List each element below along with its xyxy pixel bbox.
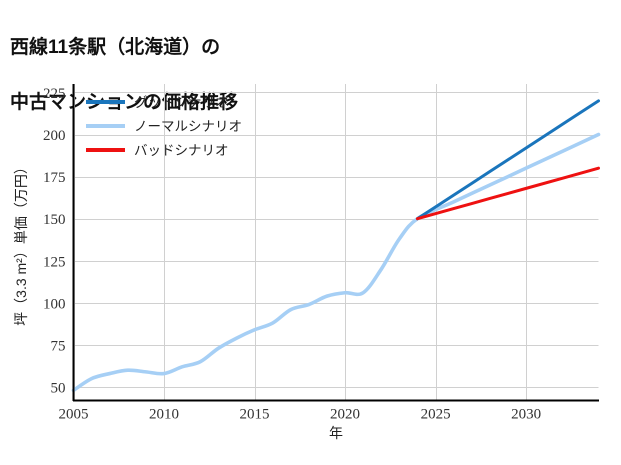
gridlines-group xyxy=(73,84,599,401)
legend-label: グッドシナリオ xyxy=(134,95,229,110)
x-axis-title: 年 xyxy=(329,425,343,441)
legend-label: バッドシナリオ xyxy=(134,143,229,158)
series-group xyxy=(71,99,601,393)
chart-title-line-1: 西線11条駅（北海道）の xyxy=(10,36,221,58)
y-tick-label: 175 xyxy=(43,170,66,186)
y-tick-labels: 50 75 100 125 150 175 200 225 xyxy=(43,86,66,397)
x-tick-label: 2010 xyxy=(149,407,179,423)
axis-spines xyxy=(72,84,599,402)
legend-label: ノーマルシナリオ xyxy=(134,119,242,134)
x-tick-label: 2030 xyxy=(511,407,541,423)
x-tick-label: 2020 xyxy=(330,407,360,423)
x-tick-label: 2005 xyxy=(59,407,89,423)
series-line xyxy=(415,166,600,221)
x-tick-label: 2015 xyxy=(240,407,270,423)
y-tick-label: 100 xyxy=(43,296,66,312)
x-tick-labels: 2005 2010 2015 2020 2025 2030 xyxy=(59,407,542,423)
y-axis-title: 坪（3.3 m²）単価（万円） xyxy=(13,160,29,326)
series-line xyxy=(415,99,600,221)
y-tick-label: 75 xyxy=(51,338,66,354)
y-tick-label: 50 xyxy=(51,381,66,397)
y-tick-label: 150 xyxy=(43,212,66,228)
y-tick-label: 200 xyxy=(43,128,66,144)
x-tick-label: 2025 xyxy=(421,407,451,423)
y-tick-label: 125 xyxy=(43,254,66,270)
y-tick-label: 225 xyxy=(43,86,66,102)
series-line xyxy=(71,132,601,393)
